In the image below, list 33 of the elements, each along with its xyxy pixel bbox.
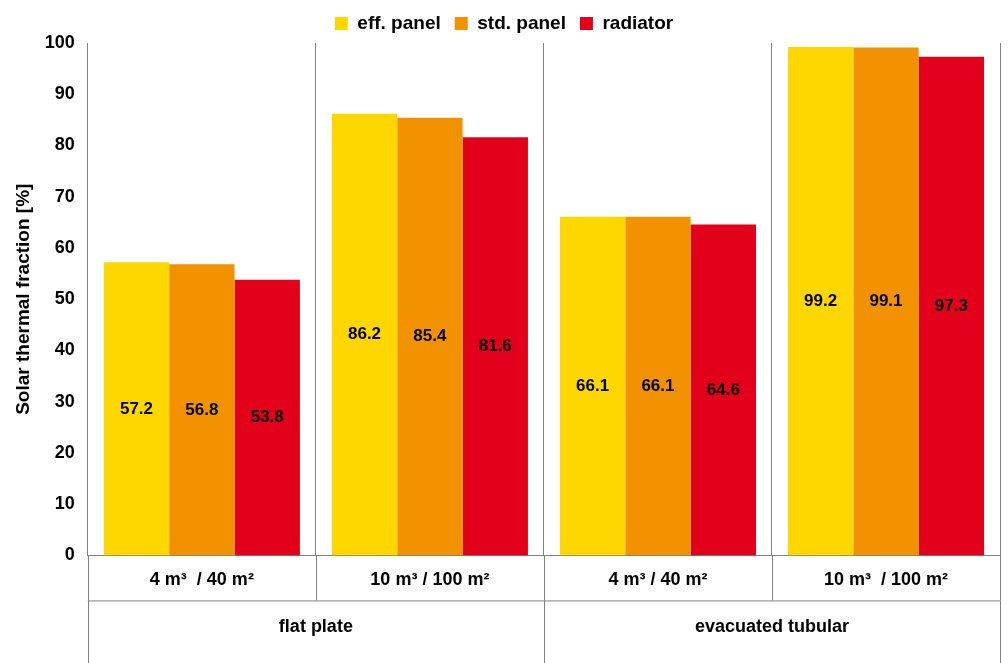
- x-tick-label: 4 m³ / 40 m²: [608, 569, 708, 590]
- y-tick-label: 100: [44, 31, 75, 52]
- y-tick-label: 80: [54, 134, 75, 155]
- y-tick-label: 0: [64, 544, 75, 565]
- data-label: 86.2: [347, 324, 382, 344]
- data-label: 66.1: [576, 375, 610, 395]
- data-label: 57.2: [119, 398, 154, 418]
- x-tick-label: 4 m³ / 40 m²: [149, 569, 254, 590]
- y-tick-label: 30: [54, 390, 75, 411]
- y-tick-label: 60: [54, 236, 75, 257]
- data-label: 66.1: [641, 375, 675, 395]
- y-tick-label: 40: [54, 339, 75, 360]
- data-label: 81.6: [478, 336, 512, 356]
- y-tick-label: 10: [54, 493, 75, 514]
- data-label: 85.4: [413, 326, 447, 346]
- y-tick-label: 90: [54, 83, 75, 104]
- y-tick-label: 50: [54, 288, 75, 309]
- legend-label: radiator: [602, 11, 674, 33]
- y-tick-label: 70: [54, 185, 75, 206]
- data-label: 56.8: [185, 399, 219, 419]
- data-label: 99.2: [804, 290, 838, 310]
- text: flat plate: [278, 616, 353, 637]
- text: evacuated tubular: [694, 616, 849, 637]
- legend-label: std. panel: [477, 11, 566, 33]
- x-tick-label: 10 m³ / 100 m²: [823, 569, 949, 590]
- y-axis-title: Solar thermal fraction [%]: [11, 183, 33, 415]
- legend-label: eff. panel: [357, 11, 441, 33]
- x-tick-label: 10 m³ / 100 m²: [370, 569, 490, 590]
- data-label: 97.3: [934, 295, 968, 315]
- data-label: 99.1: [869, 291, 903, 311]
- y-tick-label: 20: [54, 441, 75, 462]
- data-label: 53.8: [250, 407, 284, 427]
- data-label: 64.6: [706, 379, 740, 399]
